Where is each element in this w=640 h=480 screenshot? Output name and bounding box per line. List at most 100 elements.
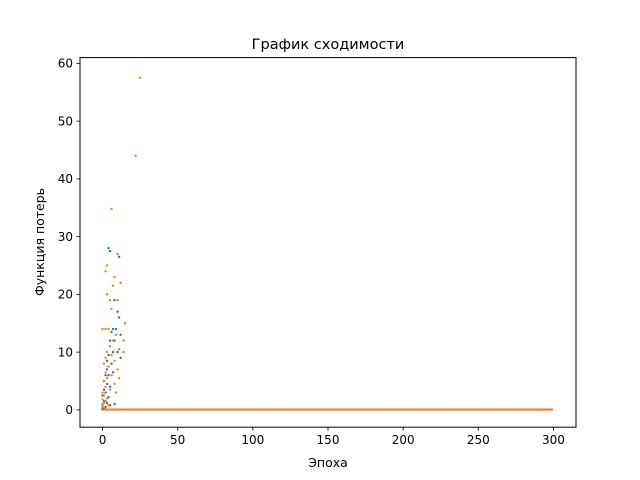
baseline-point-s1-e193 bbox=[391, 408, 394, 411]
baseline-point-s1-e108 bbox=[263, 408, 266, 411]
baseline-point-s1-e90 bbox=[236, 408, 239, 411]
series-0-point-17 bbox=[119, 356, 122, 360]
baseline-point-s1-e127 bbox=[292, 408, 295, 411]
baseline-point-s1-e234 bbox=[453, 408, 456, 411]
baseline-point-s1-e246 bbox=[471, 408, 474, 411]
baseline-point-s1-e279 bbox=[520, 408, 523, 411]
baseline-point-s1-e16 bbox=[125, 408, 128, 411]
baseline-point-s1-e114 bbox=[272, 408, 275, 411]
baseline-point-s1-e83 bbox=[226, 408, 229, 411]
baseline-point-s1-e144 bbox=[317, 408, 321, 411]
baseline-point-s1-e174 bbox=[362, 408, 366, 411]
baseline-point-s1-e268 bbox=[504, 408, 507, 411]
baseline-point-s1-e112 bbox=[269, 408, 272, 411]
baseline-point-s1-e286 bbox=[531, 408, 534, 411]
baseline-point-s1-e29 bbox=[145, 408, 148, 411]
baseline-point-s1-e151 bbox=[328, 408, 331, 411]
baseline-point-s1-e118 bbox=[278, 408, 282, 411]
baseline-point-s1-e168 bbox=[353, 408, 357, 411]
baseline-point-s1-e170 bbox=[356, 408, 360, 411]
baseline-point-s1-e41 bbox=[163, 408, 166, 411]
baseline-point-s1-e119 bbox=[280, 408, 283, 411]
baseline-point-s1-e74 bbox=[212, 408, 215, 411]
baseline-point-s1-e187 bbox=[382, 408, 385, 411]
series-0-point-2 bbox=[117, 255, 121, 259]
baseline-point-s1-e287 bbox=[532, 408, 536, 411]
baseline-point-s1-e241 bbox=[463, 408, 466, 411]
baseline-point-s1-e206 bbox=[411, 408, 414, 411]
baseline-point-s1-e3 bbox=[105, 408, 109, 411]
baseline-point-s1-e205 bbox=[409, 408, 412, 411]
baseline-point-s1-e39 bbox=[160, 408, 163, 411]
baseline-point-s1-e48 bbox=[173, 408, 176, 411]
baseline-point-s1-e182 bbox=[374, 408, 378, 411]
baseline-point-s1-e282 bbox=[525, 408, 528, 411]
baseline-point-s1-e5 bbox=[108, 408, 112, 411]
x-tick-label-50: 50 bbox=[170, 433, 185, 447]
series-1-point-9 bbox=[105, 293, 109, 296]
series-1-point-40 bbox=[102, 394, 106, 397]
series-0-point-9 bbox=[110, 330, 113, 334]
baseline-point-s1-e188 bbox=[384, 408, 387, 411]
baseline-point-s1-e178 bbox=[368, 408, 372, 411]
baseline-point-s1-e129 bbox=[295, 408, 298, 411]
baseline-point-s1-e71 bbox=[208, 408, 211, 411]
baseline-point-s1-e149 bbox=[325, 408, 328, 411]
baseline-point-s1-e247 bbox=[472, 408, 475, 411]
baseline-point-s1-e211 bbox=[418, 408, 421, 411]
baseline-point-s1-e153 bbox=[331, 408, 334, 411]
baseline-point-s1-e139 bbox=[310, 408, 313, 411]
y-tick-label-60: 60 bbox=[58, 57, 73, 71]
baseline-point-s1-e221 bbox=[433, 408, 436, 411]
baseline-point-s1-e99 bbox=[250, 408, 253, 411]
y-tick-label-0: 0 bbox=[65, 403, 73, 417]
baseline-point-s1-e294 bbox=[543, 408, 546, 411]
baseline-point-s1-e199 bbox=[400, 408, 403, 411]
series-0-point-20 bbox=[107, 374, 110, 377]
y-axis-label: Функция потерь bbox=[32, 188, 47, 296]
baseline-point-s1-e195 bbox=[394, 408, 397, 411]
baseline-point-s1-e98 bbox=[248, 408, 251, 411]
baseline-point-s1-e126 bbox=[290, 408, 294, 411]
baseline-point-s1-e235 bbox=[454, 408, 457, 411]
series-1-point-28 bbox=[107, 365, 110, 368]
baseline-point-s1-e194 bbox=[393, 408, 396, 411]
series-1-point-4 bbox=[105, 264, 109, 267]
series-1-point-16 bbox=[104, 327, 107, 331]
baseline-point-s1-e22 bbox=[134, 408, 137, 411]
series-0-point-10 bbox=[108, 339, 112, 342]
baseline-point-s1-e103 bbox=[256, 408, 259, 411]
baseline-point-s1-e250 bbox=[477, 408, 480, 411]
series-1-point-8 bbox=[111, 284, 115, 287]
baseline-point-s1-e232 bbox=[450, 408, 453, 411]
series-1-point-20 bbox=[108, 345, 112, 348]
series-1-point-11 bbox=[116, 298, 119, 302]
series-1-point-39 bbox=[114, 391, 118, 394]
series-1-point-15 bbox=[101, 327, 104, 331]
series-1-point-13 bbox=[123, 322, 127, 325]
baseline-point-s1-e231 bbox=[448, 408, 451, 411]
baseline-point-s1-e291 bbox=[538, 408, 542, 411]
baseline-point-s1-e207 bbox=[412, 408, 415, 411]
series-1-point-43 bbox=[104, 400, 107, 403]
baseline-point-s1-e248 bbox=[474, 408, 477, 411]
baseline-point-s1-e180 bbox=[371, 408, 375, 411]
baseline-point-s1-e298 bbox=[549, 408, 552, 411]
baseline-point-s1-e28 bbox=[143, 408, 146, 411]
baseline-point-s1-e162 bbox=[344, 408, 348, 411]
baseline-point-s1-e115 bbox=[274, 408, 277, 411]
baseline-point-s1-e159 bbox=[340, 408, 343, 411]
baseline-point-s1-e202 bbox=[405, 408, 408, 411]
baseline-point-s1-e14 bbox=[122, 408, 125, 411]
baseline-point-s1-e200 bbox=[402, 408, 405, 411]
baseline-point-s1-e128 bbox=[293, 408, 297, 411]
baseline-point-s1-e25 bbox=[139, 408, 142, 411]
baseline-point-s1-e237 bbox=[457, 408, 460, 411]
baseline-point-s1-e218 bbox=[429, 408, 432, 411]
baseline-point-s1-e253 bbox=[481, 408, 484, 411]
baseline-point-s1-e79 bbox=[220, 408, 223, 411]
baseline-point-s1-e134 bbox=[302, 408, 306, 411]
baseline-point-s1-e265 bbox=[499, 408, 502, 411]
series-0-point-37 bbox=[113, 402, 116, 406]
baseline-point-s1-e132 bbox=[299, 408, 303, 411]
